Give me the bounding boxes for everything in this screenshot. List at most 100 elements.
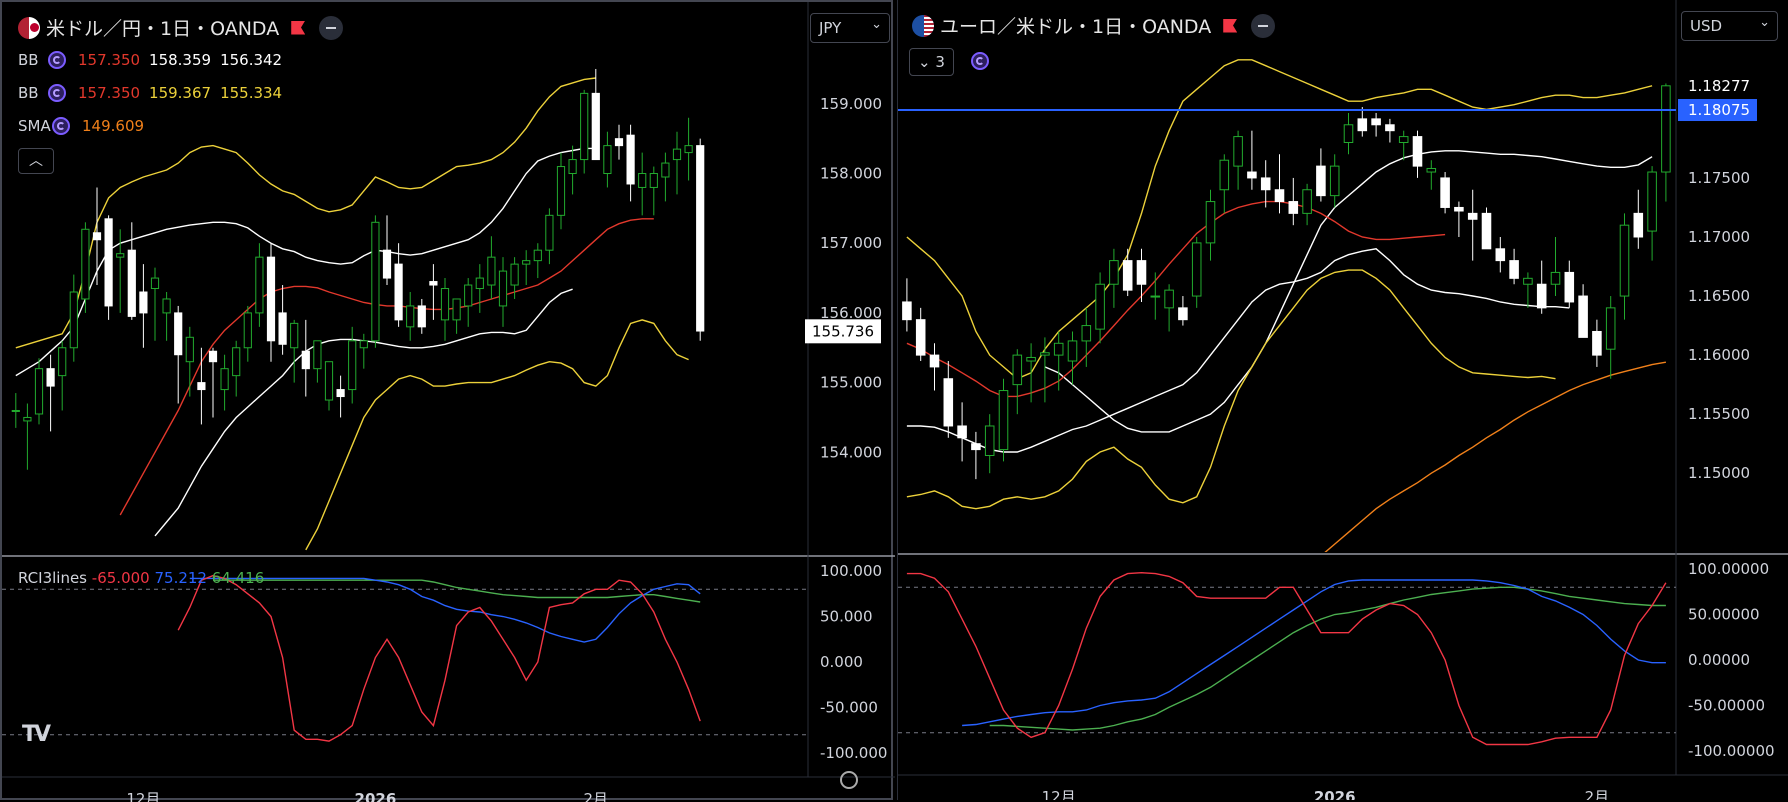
bb1-legend[interactable]: BB 157.350 158.359 156.342 [18, 51, 291, 69]
candle-body [58, 347, 67, 377]
candle-body [11, 409, 20, 412]
indicator-settings-icon[interactable] [48, 84, 66, 102]
candle-body [1247, 171, 1257, 179]
usdjpy-chart-canvas[interactable]: 159.000 158.000 157.000 156.000 155.000 154.0… [2, 2, 895, 802]
candle-body [568, 159, 577, 175]
candle-body [232, 347, 241, 377]
candle-body [1633, 212, 1644, 238]
eurusd-title: ユーロ／米ドル・1日・OANDA [940, 16, 1212, 38]
candle-body [394, 263, 403, 321]
candle-body [371, 221, 380, 342]
candle-body [1509, 260, 1519, 279]
candle-body [359, 340, 368, 349]
candle-body [382, 249, 392, 279]
eurusd-chart-panel[interactable]: 1.17500 1.17000 1.16500 1.16000 1.15500 1.150… [897, 0, 1788, 800]
price-tick-label: 1.15500 [1688, 405, 1750, 423]
bb-basis-line [119, 218, 654, 516]
rci-long-line [989, 586, 1666, 731]
rci-long-line [213, 579, 701, 603]
rci-short: -65.000 [91, 569, 150, 587]
flag-marker-icon[interactable] [291, 20, 306, 35]
candle-body [1426, 167, 1437, 173]
candle-body [1454, 206, 1464, 212]
candle-body [452, 298, 461, 321]
candle-body [998, 390, 1009, 451]
candle-body [301, 350, 310, 370]
candle-body [1053, 342, 1064, 356]
rci-tick-label: 0.00000 [1688, 651, 1750, 669]
indicators-expand-button[interactable]: ⌄ 3 [909, 48, 954, 76]
sma-label: SMA [18, 117, 51, 135]
indicator-settings-icon[interactable] [48, 51, 66, 69]
rci-tick-label: 50.000 [820, 608, 873, 626]
flag-marker-icon[interactable] [1223, 18, 1238, 33]
eurusd-title-bar[interactable]: ユーロ／米ドル・1日・OANDA [912, 12, 1276, 39]
candle-body [1578, 295, 1588, 338]
candle-body [971, 443, 981, 451]
candle-body [69, 291, 78, 349]
indicator-settings-icon[interactable] [971, 52, 989, 70]
candle-body [545, 214, 554, 251]
candle-body [1371, 118, 1381, 126]
us-jp-flag-icon [18, 16, 40, 39]
minimize-icon[interactable] [1251, 13, 1276, 38]
candle-body [243, 312, 252, 349]
candle-body [266, 256, 276, 342]
candle-body [902, 301, 912, 321]
candle-body [1523, 277, 1533, 285]
time-tick-label: 2月 [1585, 788, 1610, 800]
rci-mid-line [189, 577, 701, 643]
usdjpy-chart-panel[interactable]: 159.000 158.000 157.000 156.000 155.000 154.0… [0, 0, 895, 802]
bb1-upper: 158.359 [149, 51, 212, 69]
bb-upper-1sigma-line [1044, 150, 1653, 433]
rci-tick-label: 100.00000 [1688, 560, 1769, 578]
candle-body [591, 92, 600, 161]
rci-mid: 75.212 [154, 569, 207, 587]
rci-short-line [906, 571, 1667, 746]
indicator-settings-icon[interactable] [52, 117, 70, 135]
eurusd-chart-canvas[interactable]: 1.17500 1.17000 1.16500 1.16000 1.15500 1.150… [898, 0, 1788, 800]
high-price-label: 1.18277 [1688, 77, 1750, 95]
candle-body [429, 281, 438, 286]
candle-body [1081, 325, 1092, 342]
candle-body [1150, 295, 1161, 298]
candle-body [1385, 124, 1395, 132]
candle-body [649, 173, 658, 188]
candle-body [1109, 260, 1119, 285]
currency-select-jpy[interactable]: JPY ⌄ [810, 13, 890, 43]
price-tick-label: 155.000 [820, 374, 882, 392]
candle-body [150, 277, 160, 290]
candle-body [603, 145, 612, 175]
tradingview-logo[interactable]: TV [22, 722, 51, 747]
last-price-label: 155.736 [812, 322, 874, 340]
candle-body [139, 291, 148, 314]
sma-legend[interactable]: SMA 149.609 [18, 117, 153, 135]
price-tick-label: 154.000 [820, 443, 882, 461]
usdjpy-title-bar[interactable]: 米ドル／円・1日・OANDA [18, 14, 344, 41]
bb2-upper: 159.367 [149, 84, 212, 102]
collapse-legend-button[interactable]: ︿ [18, 148, 54, 174]
bb-upper-2sigma-line [15, 77, 596, 349]
rci-legend[interactable]: RCI3lines -65.000 75.212 64.416 [18, 569, 264, 587]
candle-body [440, 288, 450, 321]
candle-body [638, 173, 647, 188]
candle-body [1619, 224, 1630, 297]
currency-select-usd[interactable]: USD ⌄ [1681, 11, 1778, 41]
candle-body [1357, 118, 1368, 132]
bb1-lower: 156.342 [220, 51, 283, 69]
rci-tick-label: -100.000 [820, 744, 887, 762]
minimize-icon[interactable] [319, 15, 344, 40]
candle-body [336, 389, 345, 398]
bb2-legend[interactable]: BB 157.350 159.367 155.334 [18, 84, 291, 102]
settings-gear-icon[interactable] [840, 771, 858, 789]
candle-body [1467, 212, 1478, 220]
candle-body [1536, 283, 1547, 309]
candle-body [81, 228, 90, 300]
rci-short-line [177, 574, 701, 742]
candle-body [220, 368, 229, 391]
candle-body [1274, 189, 1285, 203]
candle-body [324, 361, 334, 401]
rci-long: 64.416 [211, 569, 265, 587]
chevron-down-icon: ⌄ [1759, 15, 1770, 30]
eu-us-flag-icon [912, 14, 934, 37]
